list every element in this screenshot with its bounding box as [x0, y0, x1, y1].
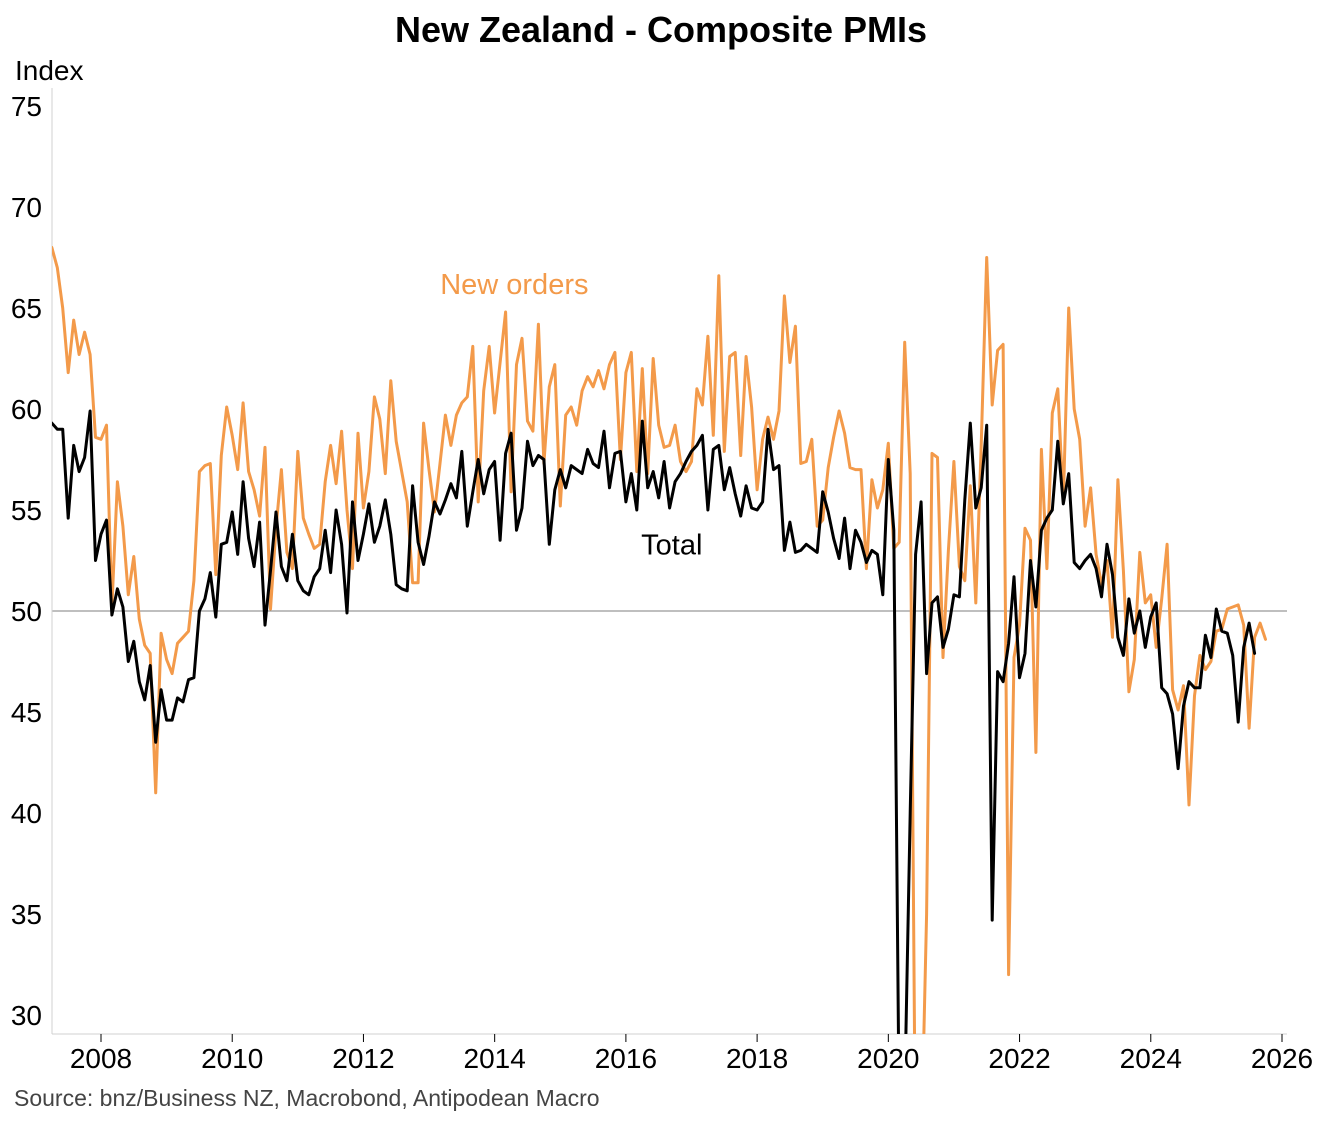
chart-title: New Zealand - Composite PMIs — [395, 9, 927, 50]
x-tick-label: 2012 — [332, 1043, 394, 1074]
source-note: Source: bnz/Business NZ, Macrobond, Anti… — [14, 1085, 600, 1111]
series-labels: New orders Total — [440, 269, 702, 562]
x-tick-labels: 2008 2010 2012 2014 2016 2018 2020 2022 2024 2026 — [70, 1034, 1313, 1074]
y-tick-label: 75 — [11, 91, 42, 122]
y-tick-label: 60 — [11, 394, 42, 425]
x-tick-label: 2014 — [464, 1043, 526, 1074]
y-axis-label: Index — [15, 55, 84, 86]
x-tick-label: 2010 — [201, 1043, 263, 1074]
y-tick-label: 55 — [11, 495, 42, 526]
y-tick-label: 45 — [11, 697, 42, 728]
y-tick-labels: 30 35 40 45 50 55 60 65 70 75 — [11, 91, 42, 1031]
y-tick-label: 30 — [11, 1000, 42, 1031]
x-tick-label: 2026 — [1251, 1043, 1313, 1074]
series-label-total: Total — [641, 529, 702, 561]
x-tick-label: 2024 — [1120, 1043, 1182, 1074]
series-label-new-orders: New orders — [440, 269, 588, 301]
x-tick-label: 2008 — [70, 1043, 132, 1074]
x-tick-label: 2022 — [988, 1043, 1050, 1074]
y-tick-label: 40 — [11, 798, 42, 829]
axes-group — [51, 88, 1287, 1035]
y-tick-label: 65 — [11, 293, 42, 324]
series-group — [52, 245, 1267, 1034]
y-tick-label: 35 — [11, 899, 42, 930]
series-line-total — [52, 409, 1257, 1034]
y-tick-label: 70 — [11, 192, 42, 223]
x-tick-label: 2020 — [857, 1043, 919, 1074]
x-tick-label: 2018 — [726, 1043, 788, 1074]
y-tick-label: 50 — [11, 596, 42, 627]
x-tick-label: 2016 — [595, 1043, 657, 1074]
